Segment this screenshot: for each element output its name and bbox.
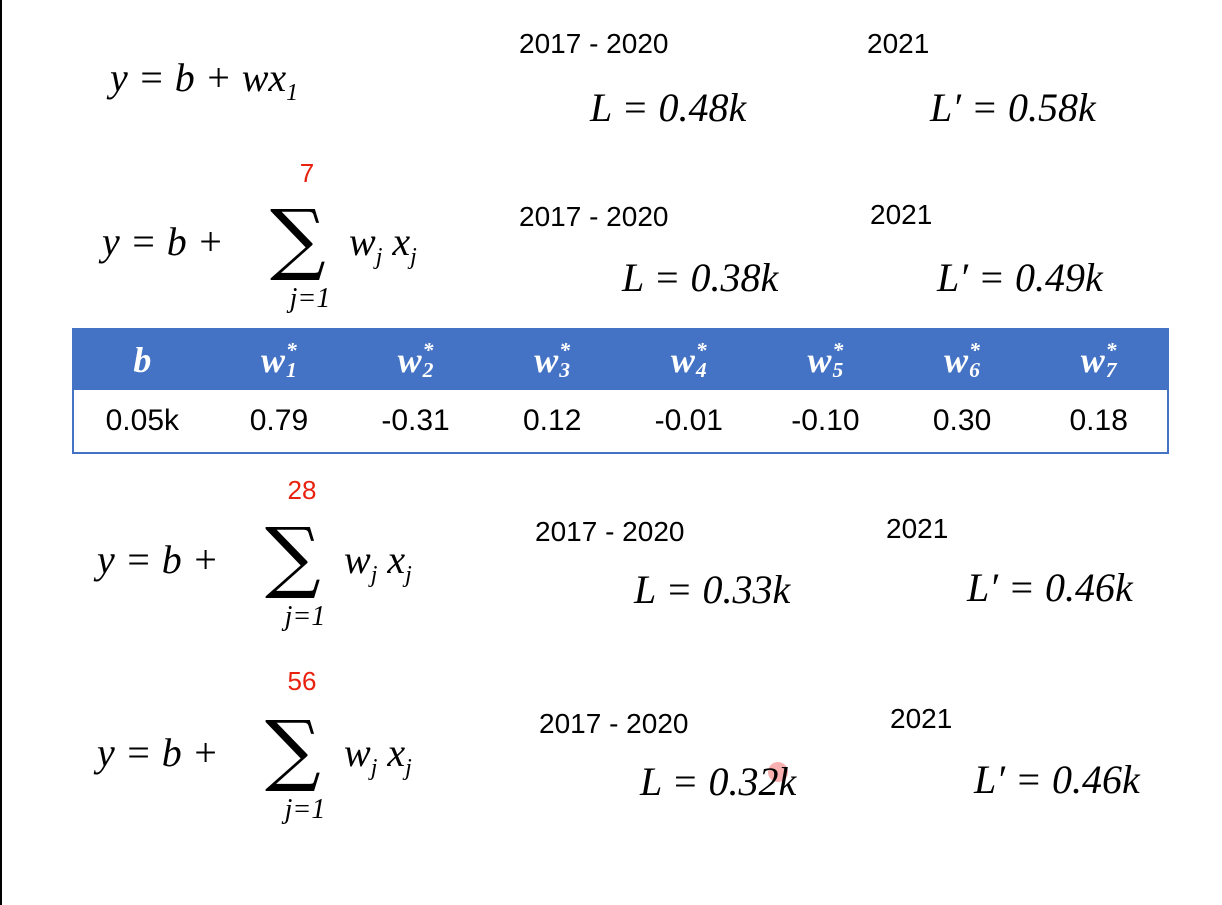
header-base: w — [534, 340, 559, 380]
data-cell: -0.01 — [654, 404, 723, 437]
train-loss: L = 0.38k — [622, 255, 779, 300]
sum-term: wj xj — [344, 730, 412, 781]
header-scripts: * 3 — [559, 337, 571, 382]
header-sup: * — [969, 337, 980, 362]
term-x: x — [387, 730, 406, 775]
header-sup: * — [559, 337, 571, 362]
data-cell: -0.10 — [791, 404, 860, 437]
sum-lower: j=1 — [289, 283, 331, 314]
header-base: w — [670, 340, 695, 380]
term-x-index: j — [405, 562, 412, 588]
term-w: w — [349, 219, 376, 264]
header-sup: * — [695, 337, 707, 362]
term-w-index: j — [370, 562, 378, 588]
header-cell: w * 1 — [211, 330, 348, 390]
test-loss: L′ = 0.46k — [967, 565, 1133, 610]
header-base: w — [397, 340, 422, 380]
sum-lower: j=1 — [284, 601, 326, 632]
sum-operator: ∑ — [265, 705, 321, 795]
train-period: 2017 - 2020 — [519, 28, 669, 59]
header-cell: w * 5 — [757, 330, 894, 390]
train-period: 2017 - 2020 — [539, 708, 689, 739]
term-w: w — [344, 537, 371, 582]
header-base: b — [133, 340, 152, 380]
header-sub: 5 — [832, 358, 844, 382]
header-sub: 7 — [1105, 358, 1117, 382]
header-scripts: * 6 — [969, 337, 980, 382]
test-loss: L′ = 0.58k — [930, 85, 1096, 130]
sum-operator: ∑ — [265, 512, 321, 602]
formula: y = b + wx1 — [110, 55, 299, 106]
data-cell: 0.12 — [522, 404, 582, 437]
header-sup: * — [286, 337, 297, 362]
data-cell: -0.31 — [381, 404, 450, 437]
sum-term: wj xj — [349, 219, 417, 270]
header-scripts: * 4 — [695, 337, 707, 382]
table-row: 0.05k 0.79 -0.31 0.12 -0.01 -0.10 0.30 0.18 — [74, 390, 1167, 452]
header-scripts: * 2 — [422, 337, 434, 382]
header-cell: b — [74, 330, 211, 390]
test-period: 2021 — [867, 28, 930, 59]
header-base: w — [944, 340, 969, 380]
header-sub: 2 — [422, 358, 434, 382]
formula-lhs: y = b + — [102, 219, 224, 264]
train-period: 2017 - 2020 — [535, 516, 685, 547]
header-scripts: * 7 — [1105, 337, 1117, 382]
test-loss: L′ = 0.46k — [974, 757, 1140, 802]
header-base: w — [807, 340, 832, 380]
header-cell: w * 2 — [347, 330, 484, 390]
header-cell: w * 7 — [1030, 330, 1167, 390]
header-sub: 3 — [559, 358, 571, 382]
train-loss: L = 0.32k — [640, 759, 797, 804]
header-scripts: * 1 — [286, 337, 297, 382]
term-x-index: j — [405, 755, 412, 781]
formula-subscript: 1 — [286, 80, 299, 106]
train-loss: L = 0.33k — [634, 567, 791, 612]
term-w-index: j — [375, 244, 383, 270]
sum-upper: 56 — [287, 666, 317, 696]
sum-operator: ∑ — [270, 194, 326, 284]
formula-lhs: y = b + — [97, 730, 219, 775]
train-loss: L = 0.48k — [590, 85, 747, 130]
sum-upper: 7 — [299, 158, 315, 188]
test-period: 2021 — [886, 513, 949, 544]
term-w-index: j — [370, 755, 378, 781]
data-cell: 0.18 — [1069, 404, 1128, 437]
weights-table: b w * 1 w * 2 w * 3 w * 4 w * 5 w * 6 w * 7 0.05k 0.79 -0.31 0.1… — [72, 328, 1169, 454]
sum-term: wj xj — [344, 537, 412, 588]
header-sub: 6 — [969, 358, 980, 382]
header-cell: w * 6 — [894, 330, 1031, 390]
cursor-dot — [768, 762, 788, 782]
term-x: x — [392, 219, 411, 264]
data-cell: 0.05k — [105, 404, 179, 437]
header-sup: * — [1105, 337, 1117, 362]
term-x-index: j — [410, 244, 417, 270]
header-base: w — [261, 340, 286, 380]
term-w: w — [344, 730, 371, 775]
header-sup: * — [422, 337, 434, 362]
table-header: b w * 1 w * 2 w * 3 w * 4 w * 5 w * 6 w * 7 — [74, 330, 1167, 390]
test-loss: L′ = 0.49k — [937, 255, 1103, 300]
sum-lower: j=1 — [284, 794, 326, 825]
header-cell: w * 3 — [484, 330, 621, 390]
header-sub: 4 — [695, 358, 707, 382]
train-period: 2017 - 2020 — [519, 201, 669, 232]
header-sup: * — [832, 337, 844, 362]
header-scripts: * 5 — [832, 337, 844, 382]
formula-lhs: y = b + — [97, 537, 219, 582]
data-cell: 0.79 — [249, 404, 309, 437]
formula-text: y = b + wx — [110, 55, 287, 100]
header-cell: w * 4 — [621, 330, 758, 390]
data-cell: 0.30 — [932, 404, 992, 437]
sum-upper: 28 — [287, 475, 317, 505]
test-period: 2021 — [870, 199, 933, 230]
term-x: x — [387, 537, 406, 582]
header-base: w — [1080, 340, 1105, 380]
header-sub: 1 — [286, 358, 297, 382]
test-period: 2021 — [890, 703, 953, 734]
